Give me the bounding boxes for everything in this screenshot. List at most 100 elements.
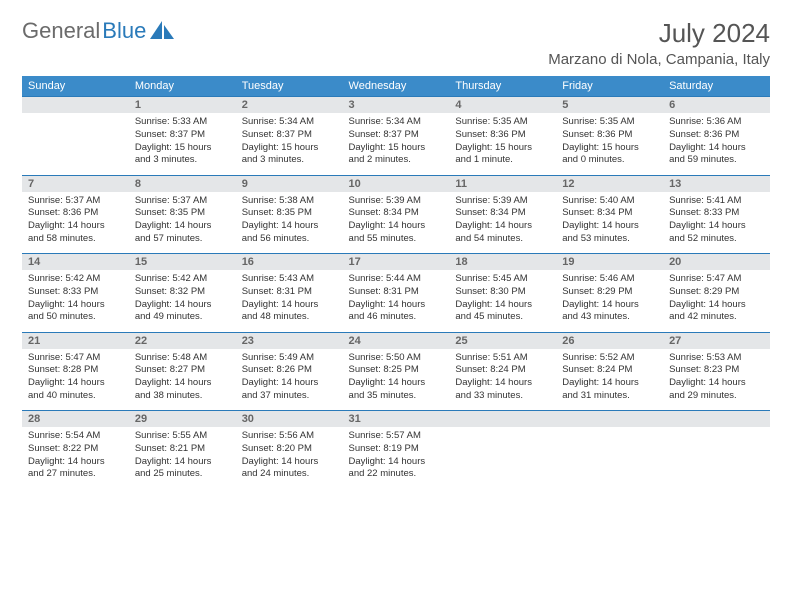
daylight-text: Daylight: 14 hours and 46 minutes.	[349, 299, 444, 325]
sunset-text: Sunset: 8:34 PM	[349, 207, 444, 220]
day-number-cell: 23	[236, 332, 343, 349]
day-number-cell: 1	[129, 97, 236, 114]
sunset-text: Sunset: 8:35 PM	[135, 207, 230, 220]
daylight-text: Daylight: 14 hours and 29 minutes.	[669, 377, 764, 403]
day-data-cell: Sunrise: 5:54 AMSunset: 8:22 PMDaylight:…	[22, 427, 129, 489]
day-number-row: 28293031	[22, 411, 770, 428]
day-data-row: Sunrise: 5:37 AM Sunset: 8:36 PM Daylight:…	[22, 192, 770, 254]
day-data-cell: Sunrise: 5:37 AMSunset: 8:36 PMDaylight:…	[22, 192, 129, 254]
day-number-cell: 25	[449, 332, 556, 349]
sunrise-text: Sunrise: 5:47 AM	[669, 273, 764, 286]
daylight-text: Daylight: 14 hours and 53 minutes.	[562, 220, 657, 246]
sunset-text: Sunset: 8:37 PM	[135, 129, 230, 142]
sunrise-text: Sunrise: 5:37 AM	[135, 195, 230, 208]
sunset-text: Sunset: 8:30 PM	[455, 286, 550, 299]
daylight-text: Daylight: 14 hours and 45 minutes.	[455, 299, 550, 325]
sunrise-text: Sunrise: 5:40 AM	[562, 195, 657, 208]
day-number-cell: 26	[556, 332, 663, 349]
daylight-text: Daylight: 14 hours and 42 minutes.	[669, 299, 764, 325]
day-number-cell: 2	[236, 97, 343, 114]
sunset-text: Sunset: 8:37 PM	[242, 129, 337, 142]
daylight-text: Daylight: 15 hours and 1 minute.	[455, 142, 550, 168]
dow-wed: Wednesday	[343, 76, 450, 97]
daylight-text: Daylight: 14 hours and 43 minutes.	[562, 299, 657, 325]
day-data-cell: Sunrise: 5:56 AMSunset: 8:20 PMDaylight:…	[236, 427, 343, 489]
day-number-cell	[556, 411, 663, 428]
sunset-text: Sunset: 8:20 PM	[242, 443, 337, 456]
sunset-text: Sunset: 8:26 PM	[242, 364, 337, 377]
day-data-cell: Sunrise: 5:37 AMSunset: 8:35 PMDaylight:…	[129, 192, 236, 254]
day-data-cell: Sunrise: 5:53 AMSunset: 8:23 PMDaylight:…	[663, 349, 770, 411]
sunset-text: Sunset: 8:34 PM	[455, 207, 550, 220]
day-data-cell: Sunrise: 5:35 AMSunset: 8:36 PMDaylight:…	[556, 113, 663, 175]
day-number-cell: 14	[22, 254, 129, 271]
day-data-cell: Sunrise: 5:45 AMSunset: 8:30 PMDaylight:…	[449, 270, 556, 332]
sunset-text: Sunset: 8:36 PM	[562, 129, 657, 142]
sunset-text: Sunset: 8:36 PM	[28, 207, 123, 220]
day-data-cell: Sunrise: 5:42 AMSunset: 8:32 PMDaylight:…	[129, 270, 236, 332]
day-number-row: 14151617181920	[22, 254, 770, 271]
day-data-cell: Sunrise: 5:50 AMSunset: 8:25 PMDaylight:…	[343, 349, 450, 411]
sunrise-text: Sunrise: 5:50 AM	[349, 352, 444, 365]
sunset-text: Sunset: 8:25 PM	[349, 364, 444, 377]
sunrise-text: Sunrise: 5:46 AM	[562, 273, 657, 286]
day-number-row: 78910111213	[22, 175, 770, 192]
daylight-text: Daylight: 14 hours and 59 minutes.	[669, 142, 764, 168]
month-title: July 2024	[548, 18, 770, 49]
sunset-text: Sunset: 8:37 PM	[349, 129, 444, 142]
daylight-text: Daylight: 14 hours and 57 minutes.	[135, 220, 230, 246]
location-text: Marzano di Nola, Campania, Italy	[548, 51, 770, 68]
logo-sail-icon	[150, 21, 176, 41]
day-number-cell	[449, 411, 556, 428]
day-data-cell	[449, 427, 556, 489]
sunrise-text: Sunrise: 5:34 AM	[242, 116, 337, 129]
day-number-cell: 12	[556, 175, 663, 192]
day-data-row: Sunrise: 5:54 AMSunset: 8:22 PMDaylight:…	[22, 427, 770, 489]
title-block: July 2024 Marzano di Nola, Campania, Ita…	[548, 18, 770, 68]
dow-sat: Saturday	[663, 76, 770, 97]
logo: GeneralBlue	[22, 18, 176, 44]
sunrise-text: Sunrise: 5:34 AM	[349, 116, 444, 129]
day-number-cell: 17	[343, 254, 450, 271]
daylight-text: Daylight: 14 hours and 33 minutes.	[455, 377, 550, 403]
logo-text-2: Blue	[102, 18, 146, 44]
day-number-cell: 21	[22, 332, 129, 349]
sunset-text: Sunset: 8:21 PM	[135, 443, 230, 456]
day-data-row: Sunrise: 5:33 AMSunset: 8:37 PMDaylight:…	[22, 113, 770, 175]
sunset-text: Sunset: 8:33 PM	[669, 207, 764, 220]
day-number-cell	[663, 411, 770, 428]
dow-header-row: Sunday Monday Tuesday Wednesday Thursday…	[22, 76, 770, 97]
day-data-cell: Sunrise: 5:41 AMSunset: 8:33 PMDaylight:…	[663, 192, 770, 254]
daylight-text: Daylight: 14 hours and 56 minutes.	[242, 220, 337, 246]
daylight-text: Daylight: 14 hours and 54 minutes.	[455, 220, 550, 246]
header: GeneralBlue July 2024 Marzano di Nola, C…	[22, 18, 770, 68]
sunset-text: Sunset: 8:34 PM	[562, 207, 657, 220]
calendar-table: Sunday Monday Tuesday Wednesday Thursday…	[22, 76, 770, 489]
day-data-cell: Sunrise: 5:34 AMSunset: 8:37 PMDaylight:…	[343, 113, 450, 175]
day-number-cell: 15	[129, 254, 236, 271]
sunrise-text: Sunrise: 5:42 AM	[28, 273, 123, 286]
day-number-cell	[22, 97, 129, 114]
daylight-text: Daylight: 15 hours and 3 minutes.	[135, 142, 230, 168]
day-number-cell: 18	[449, 254, 556, 271]
sunrise-text: Sunrise: 5:52 AM	[562, 352, 657, 365]
daylight-text: Daylight: 14 hours and 35 minutes.	[349, 377, 444, 403]
day-data-cell: Sunrise: 5:43 AMSunset: 8:31 PMDaylight:…	[236, 270, 343, 332]
sunrise-text: Sunrise: 5:57 AM	[349, 430, 444, 443]
daylight-text: Daylight: 14 hours and 22 minutes.	[349, 456, 444, 482]
day-number-cell: 7	[22, 175, 129, 192]
day-number-cell: 4	[449, 97, 556, 114]
sunset-text: Sunset: 8:27 PM	[135, 364, 230, 377]
daylight-text: Daylight: 15 hours and 3 minutes.	[242, 142, 337, 168]
sunrise-text: Sunrise: 5:33 AM	[135, 116, 230, 129]
day-data-cell: Sunrise: 5:46 AMSunset: 8:29 PMDaylight:…	[556, 270, 663, 332]
day-number-cell: 3	[343, 97, 450, 114]
daylight-text: Daylight: 14 hours and 55 minutes.	[349, 220, 444, 246]
day-data-cell: Sunrise: 5:47 AMSunset: 8:28 PMDaylight:…	[22, 349, 129, 411]
day-number-cell: 8	[129, 175, 236, 192]
day-data-cell: Sunrise: 5:52 AMSunset: 8:24 PMDaylight:…	[556, 349, 663, 411]
daylight-text: Daylight: 14 hours and 48 minutes.	[242, 299, 337, 325]
sunrise-text: Sunrise: 5:42 AM	[135, 273, 230, 286]
day-data-cell	[22, 113, 129, 175]
day-data-cell: Sunrise: 5:33 AMSunset: 8:37 PMDaylight:…	[129, 113, 236, 175]
